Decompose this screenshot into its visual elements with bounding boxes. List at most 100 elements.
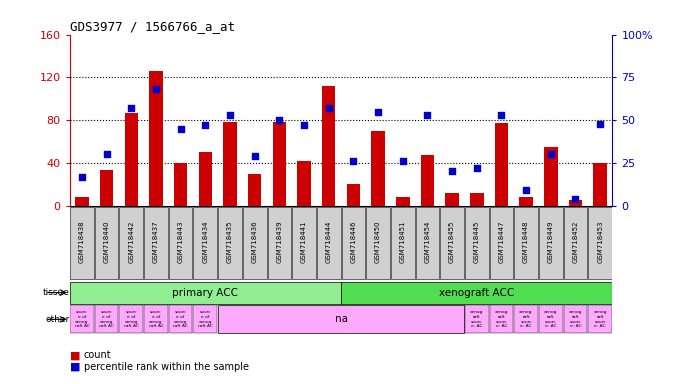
Bar [594, 163, 607, 206]
FancyBboxPatch shape [193, 305, 217, 333]
Text: count: count [84, 350, 111, 360]
FancyBboxPatch shape [144, 305, 168, 333]
Text: sourc
e of
xenog
raft AC: sourc e of xenog raft AC [173, 311, 188, 328]
FancyBboxPatch shape [144, 207, 168, 279]
FancyBboxPatch shape [341, 281, 612, 304]
Bar [273, 122, 286, 206]
FancyBboxPatch shape [588, 207, 612, 279]
Point [594, 121, 606, 127]
Bar [544, 147, 557, 206]
Text: GSM718443: GSM718443 [177, 220, 184, 263]
FancyBboxPatch shape [193, 207, 217, 279]
FancyBboxPatch shape [70, 305, 94, 333]
Text: other: other [45, 315, 70, 324]
Text: GSM718452: GSM718452 [573, 220, 578, 263]
Text: na: na [335, 314, 347, 324]
FancyBboxPatch shape [465, 207, 489, 279]
Text: GSM718454: GSM718454 [425, 220, 430, 263]
FancyBboxPatch shape [120, 207, 143, 279]
Bar [569, 200, 583, 206]
Point [299, 122, 310, 128]
Text: GSM718445: GSM718445 [474, 220, 480, 263]
Point [422, 112, 433, 118]
Bar [470, 193, 484, 206]
Text: xenog
raft
sourc
e: AC: xenog raft sourc e: AC [519, 311, 533, 328]
Text: ■: ■ [70, 350, 84, 360]
Text: GSM718444: GSM718444 [326, 220, 332, 263]
Text: GSM718437: GSM718437 [153, 220, 159, 263]
Text: sourc
e of
xenog
raft AC: sourc e of xenog raft AC [99, 311, 114, 328]
FancyBboxPatch shape [120, 305, 143, 333]
Point [372, 109, 383, 115]
Point [570, 196, 581, 202]
Point [274, 117, 285, 123]
Bar [495, 123, 508, 206]
Bar [223, 122, 237, 206]
Point [77, 174, 88, 180]
FancyBboxPatch shape [539, 207, 562, 279]
Point [101, 151, 112, 157]
FancyBboxPatch shape [366, 207, 390, 279]
Text: GSM718455: GSM718455 [449, 220, 455, 263]
FancyBboxPatch shape [391, 207, 415, 279]
Point [496, 112, 507, 118]
Text: GDS3977 / 1566766_a_at: GDS3977 / 1566766_a_at [70, 20, 235, 33]
Text: GSM718434: GSM718434 [203, 220, 208, 263]
FancyBboxPatch shape [489, 207, 513, 279]
Text: GSM718442: GSM718442 [128, 220, 134, 263]
Bar [198, 152, 212, 206]
FancyBboxPatch shape [95, 207, 118, 279]
Text: GSM718439: GSM718439 [276, 220, 283, 263]
FancyBboxPatch shape [489, 305, 513, 333]
Text: percentile rank within the sample: percentile rank within the sample [84, 362, 248, 372]
Point [397, 158, 409, 164]
Bar [100, 170, 113, 206]
FancyBboxPatch shape [465, 305, 489, 333]
Point [521, 187, 532, 194]
Text: GSM718451: GSM718451 [400, 220, 406, 263]
Text: tissue: tissue [42, 288, 70, 297]
Text: sourc
e of
xenog
raft AC: sourc e of xenog raft AC [148, 311, 164, 328]
FancyBboxPatch shape [564, 207, 587, 279]
Text: sourc
e of
xenog
raft AC: sourc e of xenog raft AC [198, 311, 213, 328]
Point [224, 112, 235, 118]
Text: sourc
e of
xenog
raft AC: sourc e of xenog raft AC [74, 311, 89, 328]
FancyBboxPatch shape [218, 207, 242, 279]
FancyBboxPatch shape [243, 207, 267, 279]
Bar [396, 197, 409, 206]
Bar [420, 156, 434, 206]
FancyBboxPatch shape [342, 207, 365, 279]
Bar [445, 193, 459, 206]
Text: xenog
raft
sourc
e: AC: xenog raft sourc e: AC [544, 311, 557, 328]
FancyBboxPatch shape [95, 305, 118, 333]
FancyBboxPatch shape [169, 207, 193, 279]
Bar [347, 184, 360, 206]
FancyBboxPatch shape [539, 305, 562, 333]
Text: GSM718450: GSM718450 [375, 220, 381, 263]
Bar [322, 86, 335, 206]
Text: primary ACC: primary ACC [173, 288, 238, 298]
FancyBboxPatch shape [588, 305, 612, 333]
Text: GSM718449: GSM718449 [548, 220, 554, 263]
Point [200, 122, 211, 128]
FancyBboxPatch shape [564, 305, 587, 333]
Bar [149, 71, 163, 206]
Text: GSM718440: GSM718440 [104, 220, 109, 263]
Point [249, 153, 260, 159]
Text: sourc
e of
xenog
raft AC: sourc e of xenog raft AC [124, 311, 139, 328]
FancyBboxPatch shape [292, 207, 316, 279]
FancyBboxPatch shape [514, 305, 538, 333]
Text: xenog
raft
sourc
e: AC: xenog raft sourc e: AC [594, 311, 607, 328]
Bar [125, 113, 138, 206]
Text: xenograft ACC: xenograft ACC [439, 288, 514, 298]
Text: GSM718453: GSM718453 [597, 220, 603, 263]
FancyBboxPatch shape [70, 207, 94, 279]
Text: xenog
raft
sourc
e: AC: xenog raft sourc e: AC [470, 311, 484, 328]
FancyBboxPatch shape [169, 305, 193, 333]
Text: xenog
raft
sourc
e: AC: xenog raft sourc e: AC [495, 311, 508, 328]
Bar [519, 197, 533, 206]
FancyBboxPatch shape [218, 305, 464, 333]
Point [175, 126, 187, 132]
Point [471, 165, 482, 171]
Bar [75, 197, 88, 206]
